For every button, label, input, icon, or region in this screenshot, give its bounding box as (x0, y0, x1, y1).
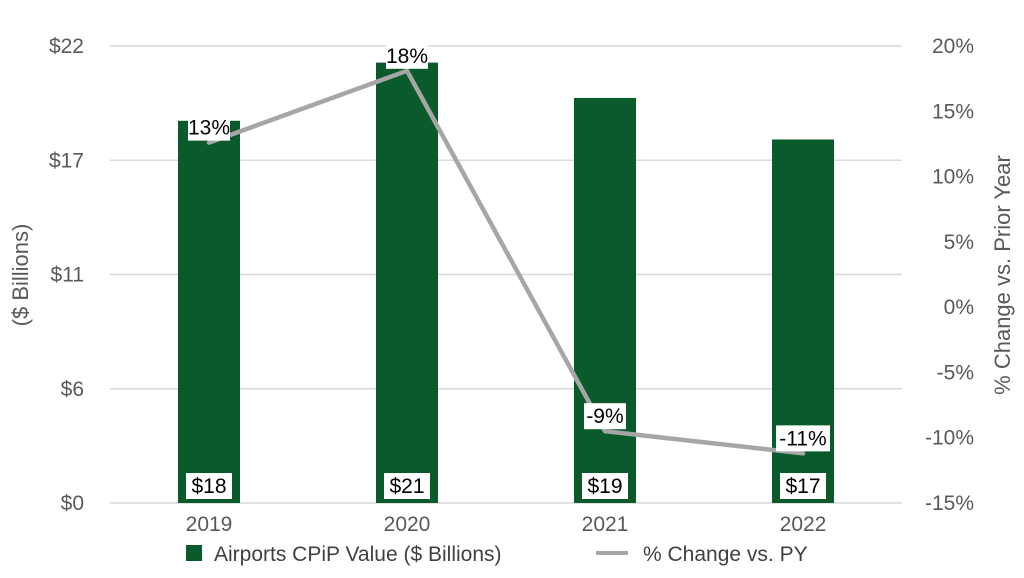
right-axis-tick: -15% (925, 492, 974, 515)
left-axis-tick: $11 (51, 264, 84, 287)
bar-data-label: $17 (785, 475, 820, 498)
bar-label-box (780, 473, 826, 499)
bar-label-box (186, 473, 232, 499)
left-axis-tick: $0 (61, 492, 84, 515)
left-axis-tick: $17 (49, 149, 84, 172)
line-label-box (386, 42, 428, 69)
line-data-label: -9% (586, 405, 623, 428)
right-axis-tick: 0% (944, 296, 974, 319)
right-axis-tick: 5% (944, 231, 974, 254)
legend-swatch-bars (186, 545, 202, 561)
right-axis-tick: -10% (925, 427, 974, 450)
line-series (206, 68, 806, 456)
legend-label-line: % Change vs. PY (643, 543, 808, 566)
right-axis-ticks: -15% -10% -5% 0% 5% 10% 15% 20% (925, 35, 974, 515)
bar (178, 120, 240, 504)
right-axis-title: % Change vs. Prior Year (990, 155, 1015, 395)
x-axis-tick: 2020 (384, 513, 431, 536)
x-axis-ticks: 2019 2020 2021 2022 (186, 513, 827, 536)
left-axis-ticks: $0 $6 $11 $17 $22 (49, 35, 84, 515)
line-point (603, 429, 607, 434)
x-axis-tick: 2022 (780, 513, 827, 536)
line-data-label: 18% (386, 45, 428, 68)
line-data-labels: 13% 18% -9% -11% (188, 42, 830, 452)
bar-label-box (384, 473, 430, 499)
bar-data-label: $18 (191, 475, 226, 498)
legend-label-bars: Airports CPiP Value ($ Billions) (214, 543, 502, 566)
line-label-box (188, 114, 230, 141)
bar (574, 97, 636, 503)
line-label-box (776, 425, 830, 452)
line-data-label: -11% (779, 427, 826, 450)
line-label-box (584, 403, 626, 430)
legend: Airports CPiP Value ($ Billions) % Chang… (186, 543, 808, 566)
bar (376, 62, 438, 503)
line-point (405, 68, 409, 73)
right-axis-tick: 20% (932, 35, 974, 58)
line-path (206, 68, 806, 456)
x-axis-tick: 2021 (582, 513, 629, 536)
gridlines (110, 45, 902, 504)
left-axis-tick: $22 (49, 35, 84, 58)
bar-data-labels: $18 $21 $19 $17 (186, 473, 826, 499)
line-point (207, 140, 211, 145)
left-axis-title: ($ Billions) (8, 224, 33, 327)
right-axis-tick: -5% (937, 361, 974, 384)
bar-data-label: $21 (389, 475, 424, 498)
right-axis-tick: 10% (932, 166, 974, 189)
bars (178, 62, 834, 504)
left-axis-tick: $6 (61, 378, 84, 401)
right-axis-tick: 15% (932, 100, 974, 123)
x-axis-tick: 2019 (186, 513, 233, 536)
bar-data-label: $19 (587, 475, 622, 498)
line-data-label: 13% (188, 117, 230, 140)
bar-label-box (582, 473, 628, 499)
line-point (801, 451, 805, 456)
